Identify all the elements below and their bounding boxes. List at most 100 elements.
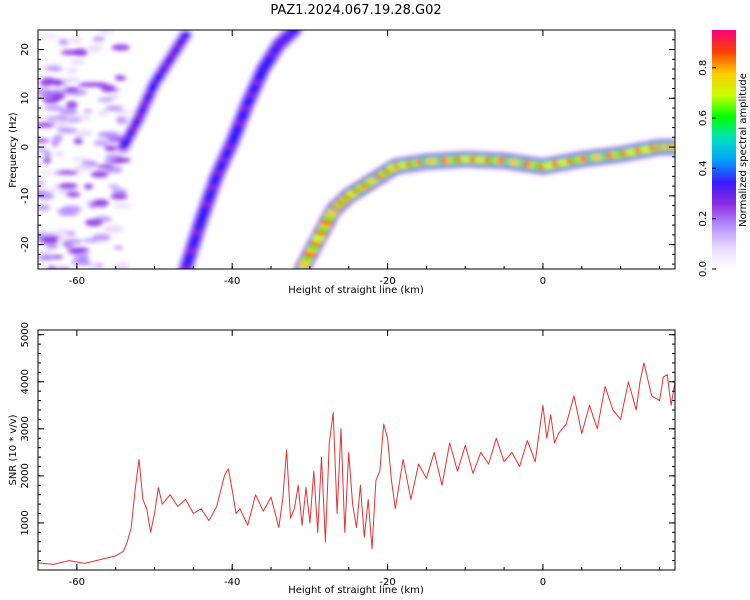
heatmap-cell: [43, 235, 61, 239]
heatmap-cell: [97, 97, 114, 102]
heatmap-cell: [206, 184, 219, 191]
y-tick-label: -10: [20, 188, 31, 204]
heatmap-cell: [195, 217, 208, 224]
heatmap-cell: [104, 145, 119, 152]
heatmap-cell: [104, 105, 124, 112]
colorbar: 0.0 0.2 0.4 0.6 0.8 Normalized spectral ampl…: [698, 30, 749, 277]
heatmap-cell: [46, 230, 59, 237]
heatmap-cell: [84, 218, 103, 227]
heatmap-cell: [230, 129, 243, 136]
heatmap-cell: [50, 138, 60, 147]
heatmap-ridge: [177, 30, 303, 269]
heatmap-cell: [43, 151, 52, 159]
heatmap-cell: [38, 254, 55, 261]
heatmap-cell: [69, 37, 83, 44]
colorbar-tick-label: 0.8: [698, 60, 709, 76]
heatmap-cell: [69, 59, 85, 65]
heatmap-cell: [83, 109, 93, 113]
spectrogram-x-label: Height of straight line (km): [288, 285, 424, 296]
heatmap-cell: [40, 170, 54, 175]
heatmap-cell: [38, 138, 50, 143]
heatmap-cell: [38, 122, 56, 128]
x-tick-label: -20: [379, 276, 395, 287]
x-tick-label: -40: [224, 276, 240, 287]
y-tick-label: 4000: [20, 369, 31, 394]
heatmap-cell: [79, 253, 90, 260]
colorbar-label: Normalized spectral amplitude: [738, 73, 749, 227]
heatmap-cell: [53, 266, 72, 269]
heatmap-cell: [110, 193, 128, 200]
y-tick-label: 2000: [20, 463, 31, 488]
heatmap-cell: [208, 178, 221, 186]
heatmap-cell: [114, 245, 124, 250]
heatmap-cell: [105, 133, 125, 140]
heatmap-cell: [199, 206, 212, 213]
heatmap-cell: [60, 205, 82, 214]
heatmap-cell: [43, 105, 63, 111]
spectrogram-panel: -60 -40 -20 0 20 10 0 -10 -20 Height of straigh…: [8, 29, 676, 296]
figure-title: PAZ1.2024.067.19.28.G02: [270, 3, 441, 18]
heatmap-cell: [73, 137, 83, 145]
heatmap-cell: [67, 247, 84, 255]
snr-y-axis: 1000 2000 3000 4000 5000: [20, 322, 675, 562]
heatmap-cell: [82, 238, 98, 243]
heatmap-cell: [92, 36, 105, 42]
heatmap-cell: [58, 38, 69, 46]
heatmap-cell: [95, 164, 115, 169]
heatmap-cell: [89, 82, 108, 87]
heatmap-cell: [181, 259, 194, 267]
heatmap-cell: [232, 124, 245, 131]
heatmap-cell: [40, 34, 61, 39]
heatmap-cell: [204, 189, 217, 196]
heatmap-cell: [56, 228, 70, 235]
heatmap-cell: [179, 31, 192, 39]
spectrogram-y-axis: 20 10 0 -10 -20: [20, 29, 675, 265]
spectrogram-x-axis: -60 -40 -20 0: [37, 30, 660, 287]
heatmap-cell: [191, 229, 204, 236]
heatmap-cell: [239, 104, 252, 112]
heatmap-cell: [51, 79, 63, 86]
heatmap-cell: [112, 188, 128, 195]
x-tick-label: -40: [224, 577, 240, 588]
heatmap-cell: [86, 45, 106, 49]
y-tick-label: 10: [20, 92, 31, 105]
heatmap-ridge: [294, 139, 675, 269]
heatmap-cell: [109, 226, 125, 232]
heatmap-cell: [64, 245, 77, 250]
heatmap-cell: [97, 110, 109, 116]
heatmap-cell: [101, 88, 118, 93]
heatmap-cell: [106, 93, 120, 100]
heatmap-cell: [39, 79, 54, 87]
colorbar-tick-label: 0.0: [698, 261, 709, 277]
heatmap-cell: [109, 159, 125, 164]
heatmap-noise-band: [38, 30, 132, 269]
heatmap-cell: [111, 44, 130, 51]
heatmap-cell: [197, 211, 210, 218]
x-tick-label: -60: [69, 276, 85, 287]
snr-panel: -60 -40 -20 0 1000 2000 3000 4000 5000 Height o…: [8, 322, 676, 596]
snr-background: [38, 330, 675, 570]
heatmap-cell: [38, 148, 49, 153]
heatmap-cell: [71, 258, 90, 266]
heatmap-cell: [71, 157, 88, 162]
heatmap-cell: [187, 241, 200, 248]
y-tick-label: 0: [20, 144, 31, 150]
heatmap-cell: [226, 138, 239, 146]
colorbar-ticks: 0.0 0.2 0.4 0.6 0.8: [698, 60, 716, 277]
heatmap-cell: [58, 182, 78, 190]
heatmap-cell: [189, 235, 202, 242]
y-tick-label: 5000: [20, 322, 31, 347]
heatmap-cell: [93, 140, 110, 146]
heatmap-cell: [49, 118, 62, 124]
heatmap-cell: [38, 250, 52, 255]
heatmap-cell: [72, 164, 94, 172]
y-tick-label: 1000: [20, 510, 31, 535]
x-tick-label: 0: [540, 577, 546, 588]
heatmap-cell: [42, 157, 52, 164]
heatmap-ridge: [115, 30, 194, 156]
heatmap-cell: [63, 86, 79, 93]
x-tick-label: 0: [540, 276, 546, 287]
heatmap-cell: [112, 203, 132, 209]
heatmap-cell: [200, 200, 213, 207]
